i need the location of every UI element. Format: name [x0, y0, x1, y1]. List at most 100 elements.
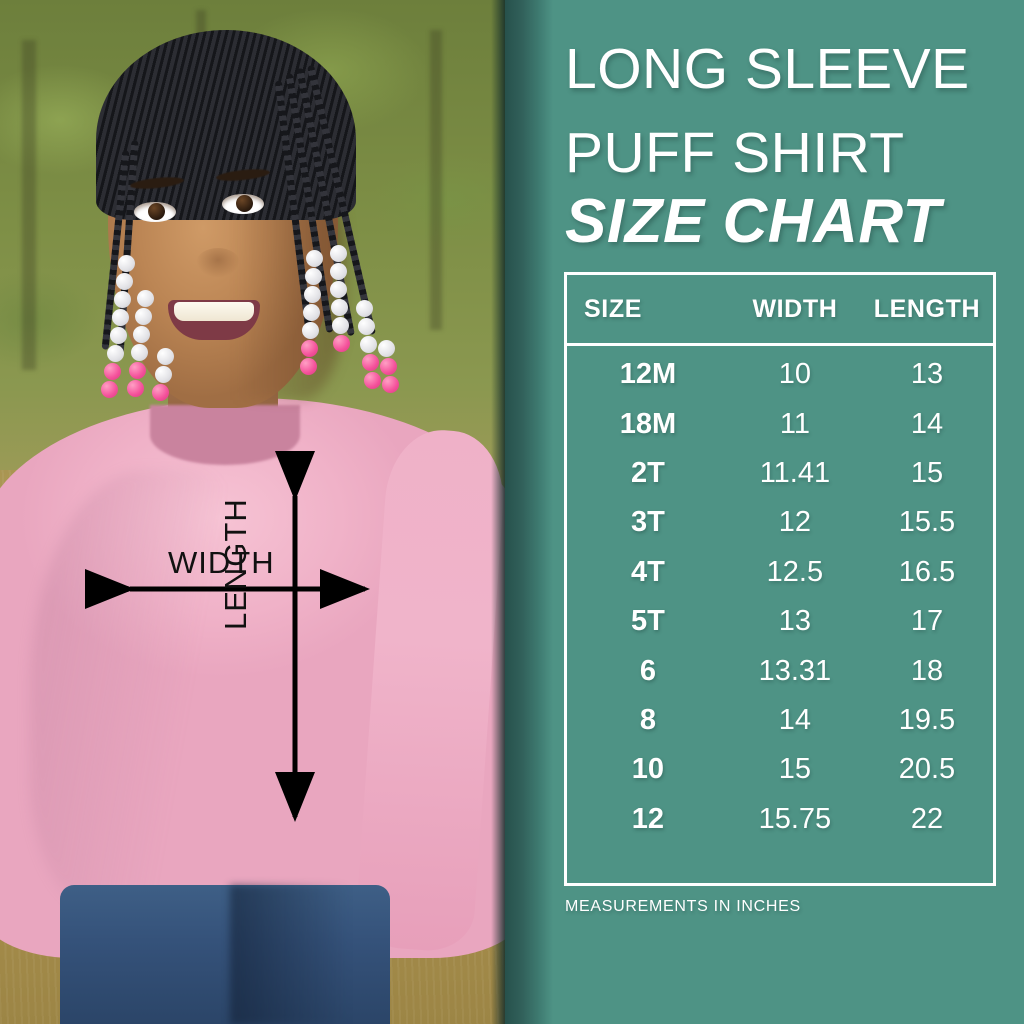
table-header-row: SIZE WIDTH LENGTH	[567, 275, 993, 346]
length-label: LENGTH	[218, 498, 253, 630]
product-photo	[0, 0, 505, 1024]
measurement-units-note: MEASUREMENTS IN INCHES	[565, 898, 801, 915]
hair-bead	[358, 318, 375, 335]
hair-bead	[131, 344, 148, 361]
table-row: 8 14 19.5	[567, 696, 993, 745]
hair-bead	[137, 290, 154, 307]
cell-length: 15	[910, 456, 944, 489]
cell-width: 13.31	[758, 654, 832, 687]
cell-length: 13	[910, 358, 944, 391]
hair-bead	[332, 317, 349, 334]
chart-panel: LONG SLEEVE PUFF SHIRT SIZE CHART SIZE W…	[553, 0, 1024, 1024]
cell-width: 10	[778, 358, 812, 391]
hair-bead	[155, 366, 172, 383]
hair-bead	[135, 308, 152, 325]
hair-bead-pink	[364, 372, 381, 389]
title-line-3: SIZE CHART	[565, 187, 941, 256]
teeth	[174, 302, 254, 321]
cell-size: 2T	[631, 456, 665, 489]
nose	[196, 248, 240, 278]
title-line-2: PUFF SHIRT	[565, 121, 905, 185]
cell-size: 8	[639, 703, 656, 736]
hair-bead	[107, 345, 124, 362]
cell-size: 10	[631, 753, 665, 786]
width-label: WIDTH	[168, 545, 275, 580]
hair-bead-pink	[101, 381, 118, 398]
hair-bead-pink	[362, 354, 379, 371]
hair-bead	[330, 281, 347, 298]
cell-width: 12	[778, 506, 812, 539]
cell-width: 13	[778, 605, 812, 638]
cell-width: 11	[779, 407, 810, 440]
hair-bead	[116, 273, 133, 290]
tree-trunk	[22, 40, 36, 370]
cell-length: 17	[910, 605, 944, 638]
cell-length: 22	[910, 802, 944, 835]
hair-bead	[331, 299, 348, 316]
cell-length: 18	[910, 654, 944, 687]
table-row: 12M 10 13	[567, 350, 993, 399]
hair-bead-pink	[382, 376, 399, 393]
cell-width: 15.75	[758, 802, 832, 835]
hair-bead	[303, 304, 320, 321]
table-row: 18M 11 14	[567, 399, 993, 448]
cell-size: 4T	[631, 555, 665, 588]
hair-bead-pink	[104, 363, 121, 380]
cell-length: 14	[910, 407, 944, 440]
table-row: 6 13.31 18	[567, 646, 993, 695]
cell-length: 19.5	[898, 703, 956, 736]
pupil-right	[236, 195, 253, 212]
hair-bead-pink	[129, 362, 146, 379]
table-row: 3T 12 15.5	[567, 498, 993, 547]
cell-size: 5T	[631, 605, 665, 638]
cell-size: 12	[631, 802, 665, 835]
table-row: 5T 13 17	[567, 597, 993, 646]
hair-bead	[330, 263, 347, 280]
photo-right-edge-shadow	[491, 0, 505, 1024]
cell-width: 11.41	[759, 456, 831, 489]
cell-size: 12M	[619, 358, 677, 391]
jeans-shading	[230, 885, 350, 1024]
hair-bead-pink	[152, 384, 169, 401]
title-line-1: LONG SLEEVE	[565, 37, 970, 101]
cell-width: 14	[778, 703, 812, 736]
table-row: 12 15.75 22	[567, 795, 993, 844]
mouth	[168, 300, 260, 340]
hair-bead	[157, 348, 174, 365]
cell-size: 6	[639, 654, 656, 687]
column-header-width: WIDTH	[752, 294, 838, 323]
table-row: 10 15 20.5	[567, 745, 993, 794]
cell-length: 20.5	[898, 753, 956, 786]
column-header-size: SIZE	[584, 294, 642, 323]
shirt-shading	[30, 470, 260, 910]
hair-bead	[305, 268, 322, 285]
hair-bead	[133, 326, 150, 343]
hair-bead-pink	[301, 340, 318, 357]
tree-trunk	[430, 30, 442, 330]
cell-width: 15	[778, 753, 812, 786]
cell-length: 15.5	[898, 506, 956, 539]
measurement-annotation-overlay: WIDTH LENGTH	[0, 0, 505, 1024]
column-header-length: LENGTH	[873, 294, 981, 323]
hair-bead	[360, 336, 377, 353]
hair-bead	[112, 309, 129, 326]
table-row: 2T 11.41 15	[567, 449, 993, 498]
hair-bead	[302, 322, 319, 339]
cell-size: 18M	[619, 407, 677, 440]
table-row: 4T 12.5 16.5	[567, 548, 993, 597]
table-body: 12M 10 13 18M 11 14 2T 11.41 15 3T 12 15.5 4T 12.5 16.…	[567, 346, 993, 880]
hair-bead-pink	[300, 358, 317, 375]
hair-bead-pink	[127, 380, 144, 397]
cell-size: 3T	[631, 506, 665, 539]
hair-bead	[378, 340, 395, 357]
cell-width: 12.5	[766, 555, 824, 588]
hair-bead	[110, 327, 127, 344]
panel-edge-shadow	[505, 0, 553, 1024]
hair-bead	[356, 300, 373, 317]
hair-bead	[114, 291, 131, 308]
hair-bead	[118, 255, 135, 272]
measurement-arrows-svg	[85, 451, 370, 822]
hair-bead	[304, 286, 321, 303]
pupil-left	[148, 203, 165, 220]
